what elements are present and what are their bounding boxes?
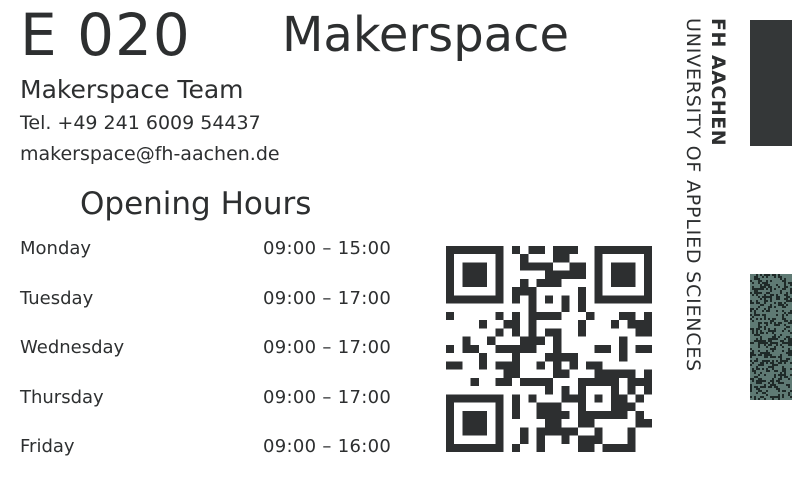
room-number: E 020 [20,1,191,69]
hours-row: Friday 09:00 – 16:00 [20,434,400,484]
time-range: 09:00 – 17:00 [263,337,392,358]
room-name: Makerspace [282,7,569,63]
time-range: 09:00 – 15:00 [263,238,392,259]
day-label: Friday [20,436,75,457]
university-name: FH AACHEN UNIVERSITY OF APPLIED SCIENCES [670,14,730,414]
day-label: Wednesday [20,337,125,358]
qr-code-icon[interactable] [446,246,652,452]
contact-team: Makerspace Team [20,75,244,104]
university-line-1: FH AACHEN [707,18,729,147]
university-line-2: UNIVERSITY OF APPLIED SCIENCES [682,18,704,373]
day-label: Monday [20,238,92,259]
contact-email: makerspace@fh-aachen.de [20,143,280,165]
time-range: 09:00 – 16:00 [263,436,392,457]
hours-row: Thursday 09:00 – 17:00 [20,385,400,435]
day-label: Thursday [20,386,104,408]
time-range: 09:00 – 17:00 [263,386,392,408]
opening-hours-title: Opening Hours [80,186,312,222]
hours-row: Monday 09:00 – 15:00 [20,236,400,286]
opening-hours-table: Monday 09:00 – 15:00 Tuesday 09:00 – 17:… [20,236,400,484]
day-label: Tuesday [20,287,94,309]
logo-bar-pattern [750,274,792,400]
time-range: 09:00 – 17:00 [263,287,392,309]
logo-bar-dark [750,20,792,146]
contact-phone: Tel. +49 241 6009 54437 [20,112,261,134]
hours-row: Wednesday 09:00 – 17:00 [20,335,400,385]
hours-row: Tuesday 09:00 – 17:00 [20,286,400,336]
